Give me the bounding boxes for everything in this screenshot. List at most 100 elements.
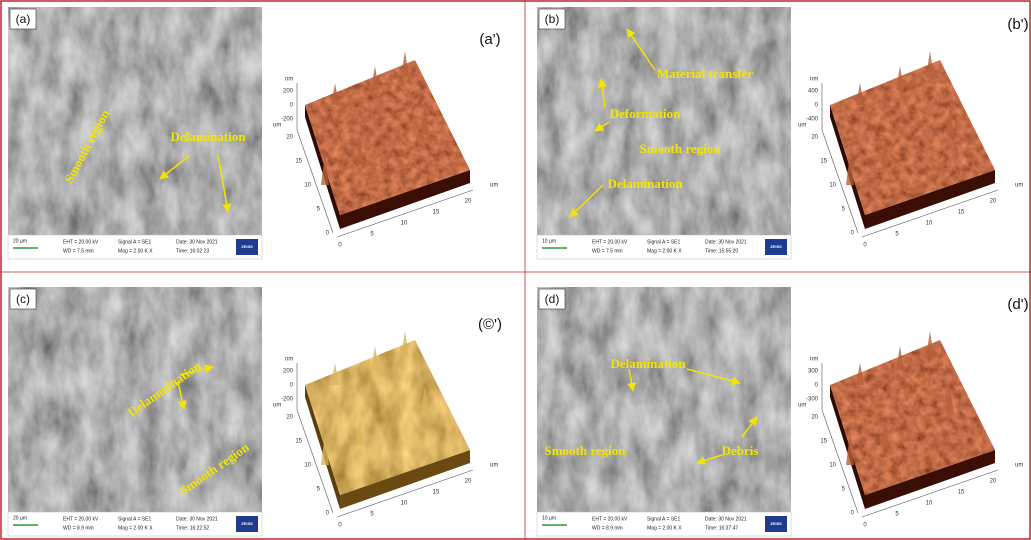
afm-x-tick: 20 — [465, 479, 472, 485]
sem-image — [537, 7, 791, 235]
afm-y-tick: 5 — [842, 207, 846, 213]
info-date: Date: 30 Nov 2021 — [705, 239, 747, 245]
afm-z-unit: nm — [285, 357, 293, 363]
afm-z-tick: 400 — [808, 89, 819, 95]
afm-x-tick: 20 — [990, 479, 997, 485]
afm-y-tick: 20 — [286, 415, 293, 421]
afm-y-tick: 15 — [295, 439, 302, 445]
afm-x-unit: um — [490, 463, 498, 469]
afm-y-tick: 0 — [851, 231, 855, 237]
info-signal: Signal A = SE1 — [118, 516, 151, 522]
annotation: Deformation — [610, 106, 682, 121]
afm-x-tick: 5 — [895, 232, 899, 238]
page: (a)Smooth regionDelamination20 µmEHT = 2… — [0, 0, 1031, 540]
panel-label: (c) — [16, 292, 30, 306]
info-signal: Signal A = SE1 — [647, 516, 680, 522]
afm-y-tick: 20 — [286, 135, 293, 141]
afm-x-unit: um — [1015, 183, 1023, 189]
info-mag: Mag = 2.00 K X — [118, 248, 153, 254]
afm-x-tick: 15 — [433, 210, 440, 216]
info-eht: EHT = 20.00 kV — [592, 239, 628, 245]
afm-z-unit: nm — [810, 77, 818, 83]
afm-x-tick: 20 — [990, 199, 997, 205]
annotation: Smooth region — [544, 443, 626, 458]
afm-y-tick: 10 — [304, 183, 311, 189]
afm-z-tick: 0 — [290, 103, 294, 109]
afm-x-tick: 10 — [926, 221, 933, 227]
afm-y-unit: um — [798, 123, 806, 129]
scale-label: 20 µm — [13, 515, 27, 521]
afm-y-tick: 10 — [304, 463, 311, 469]
afm-y-tick: 0 — [851, 511, 855, 517]
panel: (c)DelamminationSmooth region20 µmEHT = … — [8, 287, 502, 536]
afm-x-unit: um — [490, 183, 498, 189]
panel-label: (d) — [545, 292, 560, 306]
info-date: Date: 30 Nov 2021 — [176, 516, 218, 522]
annotation: Debris — [722, 443, 759, 458]
afm-x-tick: 15 — [433, 490, 440, 496]
panel-label: (b) — [545, 12, 560, 26]
afm-x-tick: 10 — [401, 221, 408, 227]
afm-x-tick: 10 — [401, 501, 408, 507]
afm-x-tick: 15 — [958, 490, 965, 496]
afm-x-tick: 5 — [895, 512, 899, 518]
afm-label: (d') — [1007, 296, 1028, 313]
figure: (a)Smooth regionDelamination20 µmEHT = 2… — [0, 0, 1031, 540]
afm-x-tick: 5 — [370, 232, 374, 238]
afm-z-tick: 200 — [283, 89, 294, 95]
info-time: Time: 16:22:52 — [176, 525, 209, 531]
brand: ZEISS — [241, 244, 253, 249]
afm-y-unit: um — [273, 123, 281, 129]
info-signal: Signal A = SE1 — [118, 239, 151, 245]
scale-label: 10 µm — [542, 515, 556, 521]
afm-y-tick: 15 — [820, 439, 827, 445]
afm-x-tick: 0 — [338, 523, 342, 529]
info-mag: Mag = 2.00 K X — [118, 525, 153, 531]
afm-z-tick: -300 — [806, 397, 819, 403]
sem-image — [8, 7, 262, 235]
afm-z-unit: nm — [810, 357, 818, 363]
info-wd: WD = 7.5 mm — [63, 248, 94, 254]
info-signal: Signal A = SE1 — [647, 239, 680, 245]
afm-z-tick: 0 — [815, 383, 819, 389]
brand: ZEISS — [770, 244, 782, 249]
afm-z-tick: -200 — [281, 397, 294, 403]
brand: ZEISS — [241, 521, 253, 526]
info-time: Time: 16:37:47 — [705, 525, 738, 531]
afm-z-unit: nm — [285, 77, 293, 83]
afm-x-tick: 15 — [958, 210, 965, 216]
info-wd: WD = 8.9 mm — [63, 525, 94, 531]
afm-z-tick: 300 — [808, 369, 819, 375]
afm-label: (©') — [478, 316, 502, 333]
afm-z-tick: -200 — [281, 117, 294, 123]
afm-x-tick: 20 — [465, 199, 472, 205]
afm-x-tick: 10 — [926, 501, 933, 507]
scale-label: 20 µm — [13, 238, 27, 244]
info-eht: EHT = 20.00 kV — [63, 239, 99, 245]
afm-z-tick: 0 — [290, 383, 294, 389]
sem-image — [537, 287, 791, 512]
afm-y-unit: um — [273, 403, 281, 409]
afm-x-tick: 0 — [863, 523, 867, 529]
afm-z-tick: 200 — [283, 369, 294, 375]
info-time: Time: 15:55:20 — [705, 248, 738, 254]
scale-label: 10 µm — [542, 238, 556, 244]
afm-y-tick: 20 — [811, 135, 818, 141]
afm-y-tick: 20 — [811, 415, 818, 421]
afm-x-tick: 5 — [370, 512, 374, 518]
info-mag: Mag = 2.00 K X — [647, 525, 682, 531]
afm-y-tick: 5 — [317, 487, 321, 493]
annotation: Delamination — [610, 356, 686, 371]
panel: (b)Material transferDeformationSmooth re… — [537, 7, 1029, 259]
afm-x-tick: 0 — [863, 243, 867, 249]
afm-y-tick: 15 — [820, 159, 827, 165]
info-time: Time: 16:02:23 — [176, 248, 209, 254]
afm-y-tick: 10 — [829, 463, 836, 469]
info-mag: Mag = 2.00 K X — [647, 248, 682, 254]
afm-y-tick: 5 — [842, 487, 846, 493]
afm-x-unit: um — [1015, 463, 1023, 469]
afm-y-tick: 0 — [326, 231, 330, 237]
afm-y-tick: 15 — [295, 159, 302, 165]
